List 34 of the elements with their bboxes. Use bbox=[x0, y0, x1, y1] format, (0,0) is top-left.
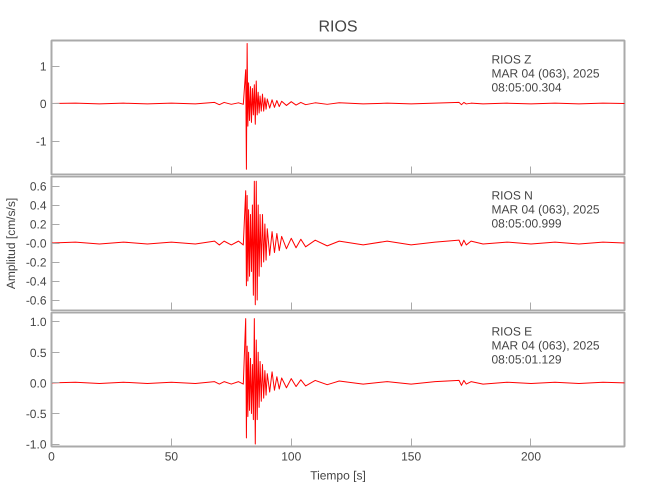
annotation: RIOS Z bbox=[492, 52, 532, 66]
x-tick-label: 50 bbox=[164, 450, 178, 464]
y-tick-label: 0 bbox=[40, 97, 47, 112]
y-tick-label: -1.0 bbox=[26, 438, 47, 452]
y-tick-label: 0.6 bbox=[30, 180, 47, 194]
y-tick-label: 0.2 bbox=[30, 218, 47, 232]
x-tick-label: 150 bbox=[401, 450, 422, 464]
y-tick-label: -0.0 bbox=[26, 236, 47, 251]
y-tick-label: -1 bbox=[36, 134, 47, 149]
y-tick-label: 1 bbox=[40, 60, 47, 74]
annotation: MAR 04 (063), 2025 bbox=[492, 202, 600, 216]
y-tick-label: -0.2 bbox=[26, 256, 47, 270]
annotation: RIOS E bbox=[492, 324, 532, 338]
annotation: 08:05:00.304 bbox=[492, 80, 562, 94]
annotation: 08:05:01.129 bbox=[492, 352, 562, 366]
annotation: MAR 04 (063), 2025 bbox=[492, 66, 600, 80]
y-tick-label: -0.5 bbox=[26, 406, 47, 421]
y-tick-label: 0.4 bbox=[30, 198, 47, 213]
annotation: MAR 04 (063), 2025 bbox=[492, 338, 600, 352]
line-series bbox=[52, 180, 624, 306]
y-tick-label: -0.4 bbox=[26, 274, 47, 289]
y-axis-title: Amplitud [cm/s/s] bbox=[4, 198, 18, 290]
chart-title: RIOS bbox=[318, 18, 358, 36]
x-axis-title: Tiempo [s] bbox=[310, 468, 366, 482]
y-tick-label: 0.0 bbox=[30, 376, 47, 390]
y-tick-label: -0.6 bbox=[26, 294, 47, 308]
x-tick-label: 0 bbox=[48, 450, 56, 464]
x-tick-label: 100 bbox=[281, 450, 302, 464]
line-series bbox=[52, 318, 624, 445]
annotation: 08:05:00.999 bbox=[492, 216, 562, 230]
y-tick-label: 0.5 bbox=[30, 346, 47, 360]
x-tick-label: 200 bbox=[520, 450, 542, 464]
annotation: RIOS N bbox=[492, 188, 533, 202]
y-tick-label: 1.0 bbox=[30, 315, 47, 330]
